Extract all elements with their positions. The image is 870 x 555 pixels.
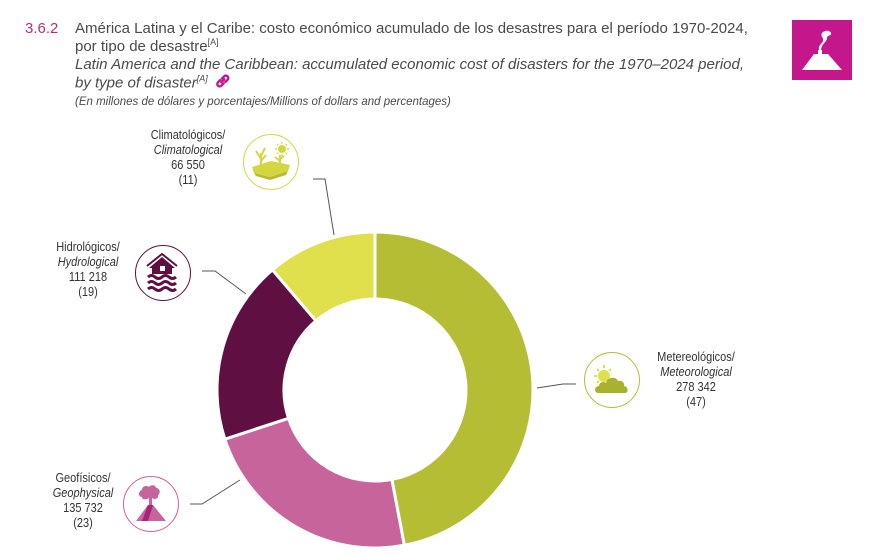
leader-line-hydrological bbox=[202, 270, 247, 295]
label-geophysical: Geofísicos/ Geophysical 135 732 (23) bbox=[52, 471, 114, 530]
label-hydrological: Hidrológicos/ Hydrological 111 218 (19) bbox=[56, 240, 120, 299]
label-climatological: Climatológicos/ Climatological 66 550 (1… bbox=[150, 128, 226, 187]
title-spanish: América Latina y el Caribe: costo económ… bbox=[75, 20, 748, 55]
leader-line-meteorological bbox=[536, 383, 576, 389]
chart-subtitle: (En millones de dólares y porcentajes/Mi… bbox=[75, 96, 451, 108]
chart-title-block: América Latina y el Caribe: costo económ… bbox=[75, 20, 775, 110]
leader-line-climatological bbox=[313, 178, 335, 236]
drought-icon bbox=[243, 134, 299, 190]
link-icon[interactable] bbox=[215, 74, 231, 93]
donut-slice-meteorological bbox=[373, 230, 535, 548]
footnote-marker[interactable]: [A] bbox=[207, 37, 219, 47]
donut-slice-geophysical bbox=[222, 416, 407, 550]
volcano-icon bbox=[123, 476, 179, 532]
sun-cloud-icon bbox=[584, 352, 640, 408]
donut-slice-climatological bbox=[270, 230, 377, 323]
leader-line-geophysical bbox=[190, 479, 241, 505]
flooded-house-icon bbox=[135, 245, 191, 301]
figure-number: 3.6.2 bbox=[25, 20, 59, 37]
donut-slices bbox=[215, 230, 535, 550]
label-meteorological: Metereológicos/ Meteorological 278 342 (… bbox=[657, 350, 735, 409]
leader-lines bbox=[190, 178, 576, 505]
title-english: Latin America and the Caribbean: accumul… bbox=[75, 56, 745, 93]
volcano-badge-icon bbox=[792, 20, 852, 80]
footnote-marker[interactable]: [A] bbox=[196, 73, 208, 84]
